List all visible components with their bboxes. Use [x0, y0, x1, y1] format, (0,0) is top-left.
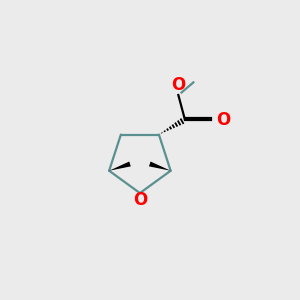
Text: O: O	[171, 76, 185, 94]
Text: O: O	[216, 111, 230, 129]
Polygon shape	[149, 161, 171, 171]
Text: O: O	[133, 191, 147, 209]
Polygon shape	[109, 161, 131, 171]
